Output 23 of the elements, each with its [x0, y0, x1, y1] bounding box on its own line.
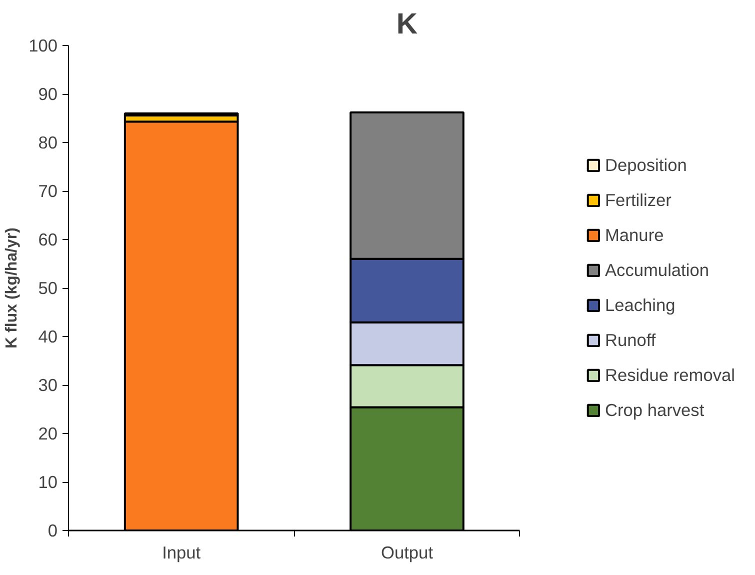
legend-label: Residue removal [604, 364, 735, 386]
legend-label: Fertilizer [604, 190, 672, 210]
y-tick-label: 60 [38, 230, 58, 250]
x-tick-label: Input [162, 542, 201, 562]
y-tick-label: 100 [28, 36, 58, 56]
y-tick-label: 70 [38, 181, 58, 201]
y-tick-label: 30 [38, 375, 58, 395]
legend-label: Runoff [604, 330, 656, 350]
legend-label: Accumulation [604, 260, 709, 280]
y-tick-label: 40 [38, 326, 58, 346]
y-tick-label: 10 [38, 472, 58, 492]
legend-label: Deposition [604, 154, 687, 176]
y-tick-label: 0 [48, 520, 58, 540]
y-tick-label: 50 [38, 278, 58, 298]
y-tick-label: 90 [38, 84, 58, 104]
y-tick-label: 80 [38, 132, 58, 152]
chart-title: K [396, 8, 418, 40]
legend-label: Crop harvest [604, 400, 704, 420]
legend-label: Leaching [604, 294, 676, 316]
legend-label: Manure [604, 224, 664, 246]
x-tick-label: Output [380, 542, 434, 562]
y-axis-title: K flux (kg/ha/yr) [4, 228, 21, 348]
y-tick-label: 20 [38, 424, 58, 444]
